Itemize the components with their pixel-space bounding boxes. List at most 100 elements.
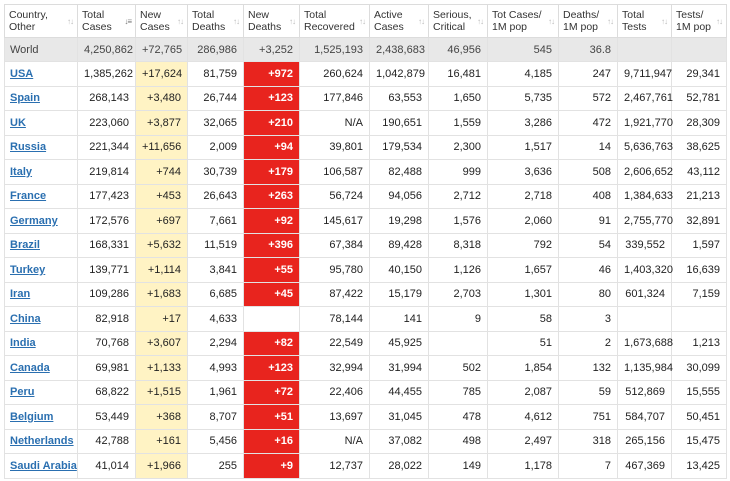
cell-total-tests: 2,755,770: [617, 208, 673, 234]
column-header-label: Other: [9, 21, 36, 33]
column-header-serious-critical[interactable]: Serious, Critical ↑↓: [428, 4, 488, 38]
column-header-total-cases[interactable]: Total Cases ↓≡: [77, 4, 136, 38]
country-link[interactable]: Germany: [10, 214, 58, 227]
cell-total-cases: 1,385,262: [77, 61, 136, 87]
column-header-total-recovered[interactable]: Total Recovered ↑↓: [299, 4, 370, 38]
cell-tests-per-1m: 1,213: [671, 330, 727, 356]
cell-serious-critical: 46,956: [428, 37, 488, 62]
country-link[interactable]: India: [10, 337, 36, 350]
country-link[interactable]: Peru: [10, 386, 35, 399]
country-link[interactable]: Spain: [10, 92, 40, 105]
table-row: Russia 221,344 +11,656 2,009 +94 39,801 179,53…: [4, 134, 727, 160]
country-link[interactable]: Italy: [10, 165, 33, 178]
table-row: Netherlands 42,788 +161 5,456 +16 N/A 37,082 49…: [4, 428, 727, 454]
column-header-active-cases[interactable]: Active Cases ↑↓: [369, 4, 429, 38]
column-header-label: New: [248, 9, 270, 21]
cell-total-deaths: 2,009: [187, 134, 244, 160]
country-link[interactable]: Belgium: [10, 410, 54, 423]
cell-new-deaths: +123: [243, 355, 300, 381]
cell-tot-cases-per-1m: 5,735: [487, 85, 559, 111]
country-link[interactable]: China: [10, 312, 41, 325]
cell-tests-per-1m: 38,625: [671, 134, 727, 160]
cell-total-tests: 1,673,688: [617, 330, 673, 356]
cell-total-tests: 265,156: [617, 428, 672, 454]
cell-total-tests: 584,707: [617, 404, 672, 430]
cell-new-cases: +453: [135, 183, 188, 209]
sort-arrows-icon[interactable]: ↑↓: [233, 17, 240, 26]
cell-new-deaths: +9: [243, 453, 300, 479]
column-header-deaths-per-1m[interactable]: Deaths/1M pop ↑↓: [558, 4, 618, 38]
cell-new-deaths: +263: [243, 183, 300, 209]
cell-new-deaths: +16: [243, 428, 300, 454]
cell-total-recovered: 106,587: [299, 159, 370, 185]
cell-tot-cases-per-1m: 545: [487, 37, 559, 62]
column-header-label: Deaths/: [563, 9, 600, 21]
cell-total-recovered: 87,422: [299, 281, 370, 307]
cell-tests-per-1m: 32,891: [671, 208, 727, 234]
column-header-tot-cases-per-1m[interactable]: Tot Cases/1M pop ↑↓: [487, 4, 559, 38]
column-header-tests-per-1m[interactable]: Tests/1M pop ↑↓: [671, 4, 727, 38]
country-link[interactable]: France: [10, 190, 47, 203]
column-header-new-cases[interactable]: New Cases ↑↓: [135, 4, 188, 38]
cell-active-cases: 15,179: [369, 281, 429, 307]
sort-arrows-icon[interactable]: ↑↓: [607, 17, 614, 26]
cell-country: Brazil: [4, 232, 78, 258]
column-header-new-deaths[interactable]: New Deaths ↑↓: [243, 4, 300, 38]
sort-arrows-icon[interactable]: ↑↓: [418, 17, 425, 26]
sort-arrows-icon[interactable]: ↑↓: [67, 17, 74, 26]
cell-tests-per-1m: 15,475: [671, 428, 727, 454]
column-header-total-deaths[interactable]: Total Deaths ↑↓: [187, 4, 244, 38]
sort-desc-icon[interactable]: ↓≡: [124, 17, 132, 26]
cell-active-cases: 45,925: [369, 330, 429, 356]
cell-total-deaths: 4,633: [187, 306, 244, 332]
cell-total-deaths: 5,456: [187, 428, 244, 454]
country-link[interactable]: UK: [10, 116, 26, 129]
cell-new-deaths: [243, 306, 300, 332]
cell-total-recovered: 56,724: [299, 183, 370, 209]
country-link[interactable]: Turkey: [10, 263, 46, 276]
country-link[interactable]: USA: [10, 67, 34, 80]
sort-arrows-icon[interactable]: ↑↓: [289, 17, 296, 26]
cell-tot-cases-per-1m: 58: [487, 306, 559, 332]
cell-new-deaths: +82: [243, 330, 300, 356]
cell-total-tests: 1,135,984: [617, 355, 673, 381]
country-link[interactable]: Saudi Arabia: [10, 459, 77, 472]
cell-total-cases: 172,576: [77, 208, 136, 234]
country-link[interactable]: Russia: [10, 141, 47, 154]
table-row: Turkey 139,771 +1,114 3,841 +55 95,780 40,150 1…: [4, 257, 727, 283]
country-link[interactable]: Iran: [10, 288, 31, 301]
cell-total-tests: 2,606,652: [617, 159, 673, 185]
country-link[interactable]: Netherlands: [10, 435, 74, 448]
cell-tests-per-1m: [671, 37, 727, 62]
cell-serious-critical: 16,481: [428, 61, 488, 87]
sort-arrows-icon[interactable]: ↑↓: [716, 17, 723, 26]
country-link[interactable]: Canada: [10, 361, 50, 374]
cell-tot-cases-per-1m: 1,301: [487, 281, 559, 307]
sort-arrows-icon[interactable]: ↑↓: [359, 17, 366, 26]
cell-total-tests: 1,384,633: [617, 183, 673, 209]
cell-total-cases: 4,250,862: [77, 37, 136, 62]
cell-new-cases: +3,480: [135, 85, 188, 111]
cell-total-tests: 1,403,320: [617, 257, 673, 283]
cell-tests-per-1m: 16,639: [671, 257, 727, 283]
sort-arrows-icon[interactable]: ↑↓: [661, 17, 668, 26]
cell-new-cases: +11,656: [135, 134, 188, 160]
cell-total-deaths: 11,519: [187, 232, 244, 258]
column-header-total-tests[interactable]: Total Tests ↑↓: [617, 4, 672, 38]
cell-total-deaths: 255: [187, 453, 244, 479]
cell-total-recovered: 260,624: [299, 61, 370, 87]
cell-total-deaths: 81,759: [187, 61, 244, 87]
sort-arrows-icon[interactable]: ↑↓: [548, 17, 555, 26]
cell-active-cases: 94,056: [369, 183, 429, 209]
cell-total-recovered: 13,697: [299, 404, 370, 430]
sort-arrows-icon[interactable]: ↑↓: [177, 17, 184, 26]
column-header-label: 1M pop: [676, 21, 712, 33]
table-row: France 177,423 +453 26,643 +263 56,724 94,056 2…: [4, 183, 727, 209]
cell-tests-per-1m: 13,425: [671, 453, 727, 479]
sort-arrows-icon[interactable]: ↑↓: [477, 17, 484, 26]
country-link[interactable]: Brazil: [10, 239, 40, 252]
cell-tests-per-1m: 15,555: [671, 379, 727, 405]
column-header-country[interactable]: Country, Other ↑↓: [4, 4, 78, 38]
cell-new-cases: +1,114: [135, 257, 188, 283]
cell-serious-critical: 498: [428, 428, 488, 454]
